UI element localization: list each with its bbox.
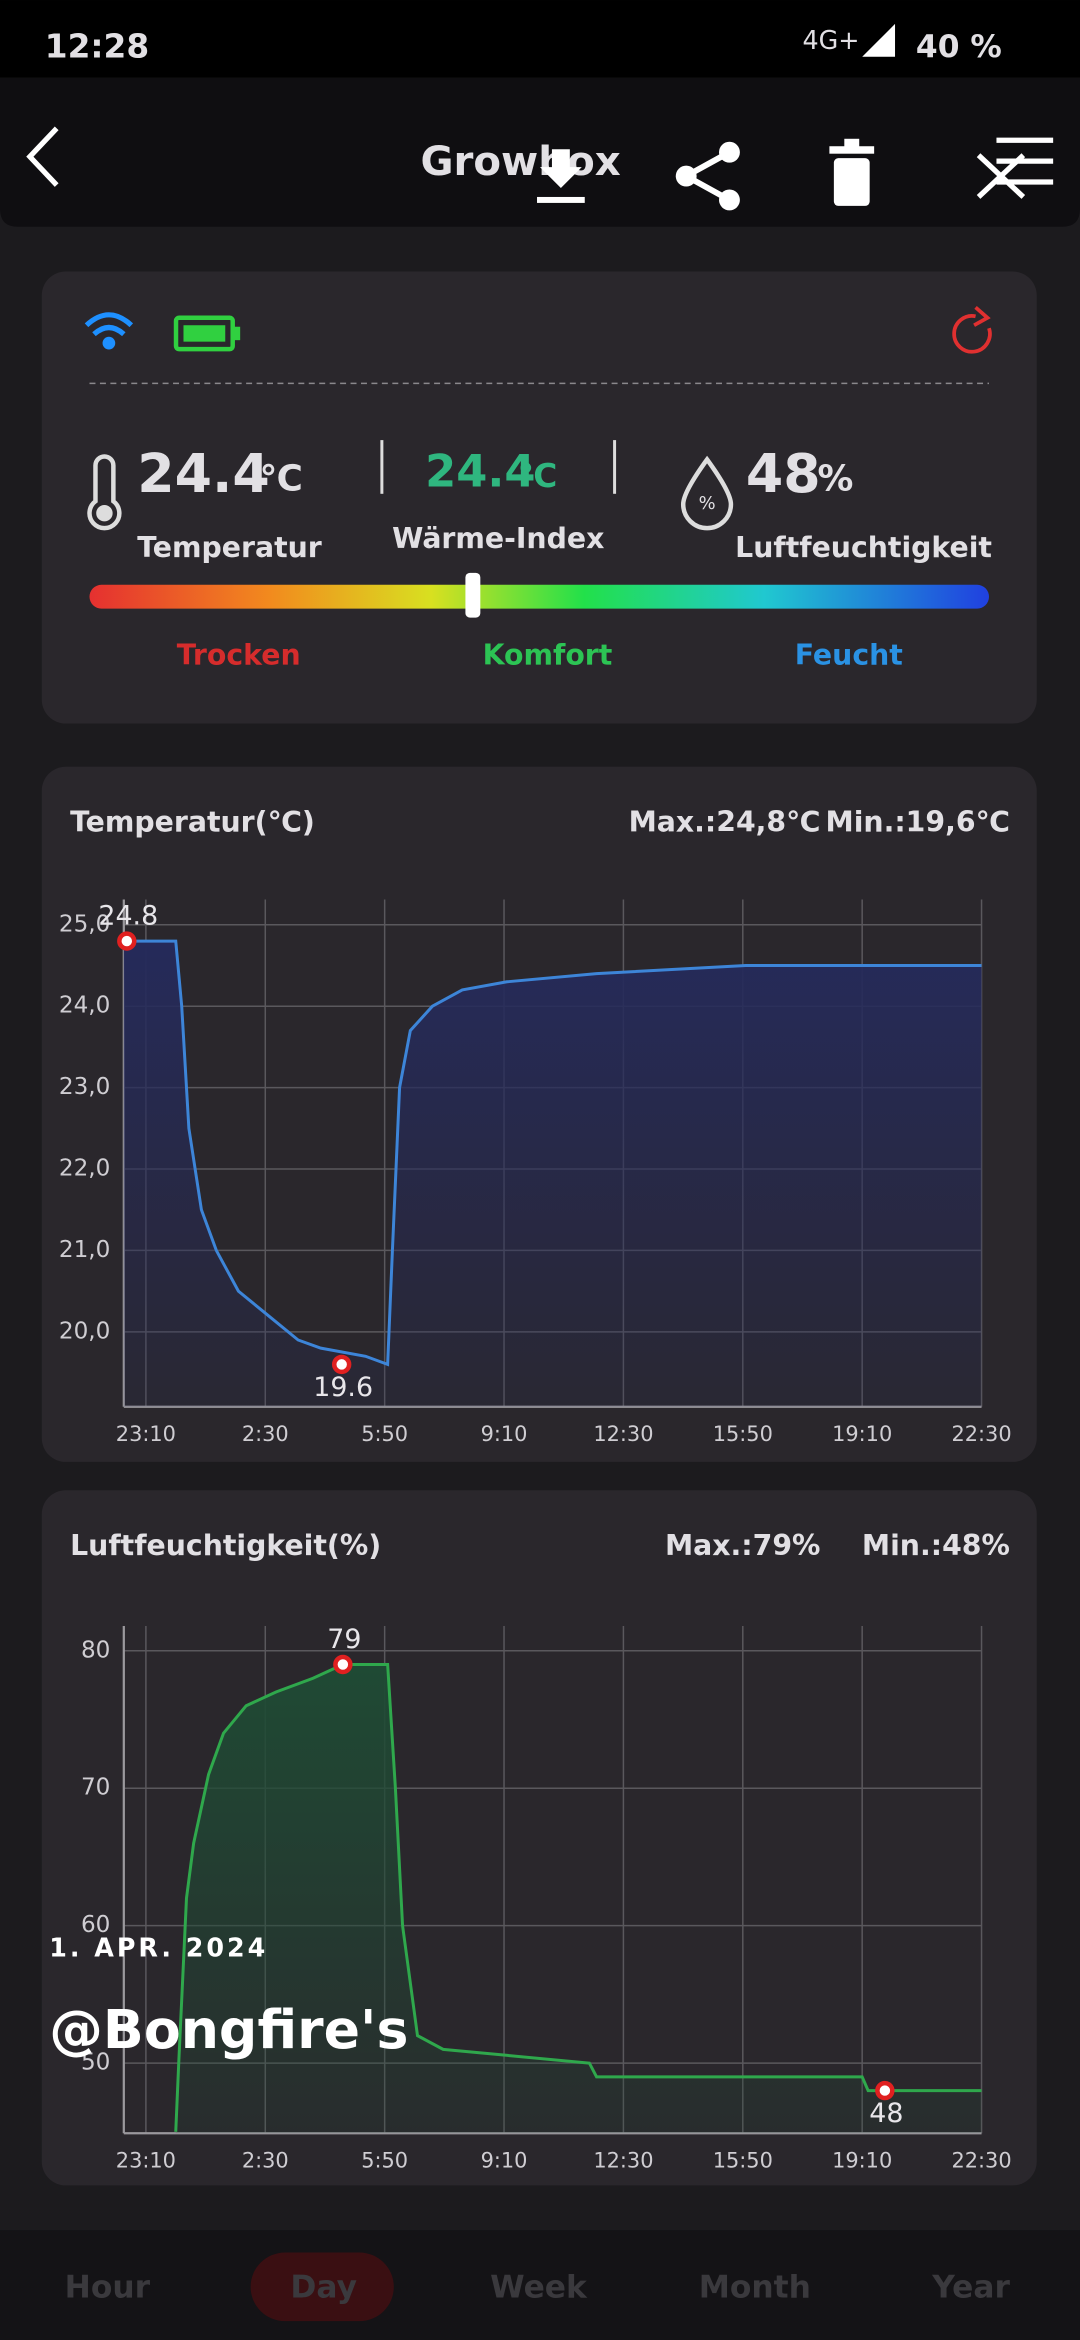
tab[interactable]: Day	[290, 2269, 357, 2305]
area	[175, 1664, 982, 2134]
delete-button[interactable]	[829, 138, 875, 206]
line	[174, 1663, 982, 2132]
y-tick-label: 60	[81, 1912, 110, 1938]
min-label: Min.:48%	[862, 1529, 1010, 1562]
scale-label: Komfort	[483, 638, 613, 671]
x-tick-label: 23:10	[116, 1422, 176, 1446]
wifi-icon	[84, 312, 134, 350]
battery: 40 %	[916, 29, 1002, 65]
scale-label: Trocken	[177, 638, 301, 671]
x-tick-label: 23:10	[116, 2149, 176, 2173]
x-tick-label: 12:30	[593, 1422, 653, 1446]
x-tick-label: 5:50	[361, 2149, 408, 2173]
battery-icon	[173, 315, 241, 352]
clock: 12:28	[45, 27, 149, 65]
back-button[interactable]	[26, 126, 59, 187]
x-tick-label: 5:50	[361, 1422, 408, 1446]
x-tick-label: 22:30	[951, 1422, 1011, 1446]
y-tick-label: 20,0	[59, 1318, 110, 1344]
extreme-label: 19.6	[313, 1372, 373, 1403]
tab[interactable]: Hour	[65, 2269, 151, 2305]
download-button[interactable]	[537, 149, 585, 203]
y-tick-label: 23,0	[59, 1074, 110, 1100]
tab-highlight	[250, 2252, 394, 2322]
extreme-marker	[875, 2080, 895, 2101]
watermark: @Bongfire's	[49, 1998, 408, 2061]
y-tick-label: 25,0	[59, 911, 110, 937]
tab-bar	[0, 2230, 1080, 2340]
heat-index-unit: ℃	[518, 457, 558, 495]
temperature-label: Temperatur	[137, 531, 322, 564]
extreme-marker	[117, 931, 137, 951]
line	[123, 939, 982, 1367]
date-overlay: 1. APR. 2024	[49, 1933, 268, 1963]
thermometer-icon	[87, 454, 122, 531]
chart-title: Temperatur(℃)	[70, 805, 315, 838]
temperature-value: 24.4	[137, 442, 269, 505]
device-name[interactable]: Growbox	[420, 139, 620, 185]
comfort-slider	[465, 572, 481, 618]
x-tick-label: 2:30	[242, 1422, 289, 1446]
extreme-label: 48	[869, 2098, 903, 2129]
tabs: Hour Day Week Month Year	[65, 2269, 1011, 2305]
y-tick-label: 70	[81, 1775, 110, 1801]
app-bar	[0, 77, 1080, 227]
y-tick-label: 50	[81, 2050, 110, 2076]
sensor-card	[41, 271, 1037, 724]
share-button[interactable]	[675, 141, 740, 211]
min-label: Min.:19,6℃	[826, 805, 1010, 838]
chart-title: Luftfeuchtigkeit(%)	[70, 1529, 381, 1562]
status-bar	[0, 0, 1080, 78]
humidity-value: 48	[746, 442, 821, 505]
extreme-label: 79	[327, 1624, 361, 1655]
humidity-icon: %	[680, 455, 734, 531]
y-tick-label: 24,0	[59, 993, 110, 1019]
heat-index-value: 24.4	[425, 444, 535, 497]
x-tick-label: 19:10	[832, 2149, 892, 2173]
x-tick-label: 15:50	[713, 2149, 773, 2173]
tab[interactable]: Week	[490, 2269, 588, 2305]
max-label: Max.:79%	[665, 1529, 820, 1562]
tab[interactable]: Month	[699, 2269, 811, 2305]
y-tick-label: 22,0	[59, 1156, 110, 1182]
menu-button[interactable]	[976, 137, 1054, 199]
max-label: Max.:24,8℃	[629, 805, 821, 838]
comfort-bar	[89, 584, 990, 609]
signal-icon	[862, 23, 896, 57]
heat-index-label: Wärme-Index	[392, 522, 604, 555]
y-tick-label: 21,0	[59, 1237, 110, 1263]
x-tick-label: 12:30	[593, 2149, 653, 2173]
charts: Temperatur(℃) Max.:24,8℃ Min.:19,6℃ 20,0 21,…	[59, 805, 1012, 2172]
tab[interactable]: Year	[931, 2269, 1010, 2305]
extreme-label: 24.8	[98, 901, 158, 932]
area	[123, 941, 982, 1407]
svg-text:%: %	[699, 493, 716, 514]
humidity-unit: %	[817, 458, 853, 499]
refresh-button[interactable]	[952, 305, 992, 354]
x-tick-label: 2:30	[242, 2149, 289, 2173]
x-tick-label: 9:10	[481, 2149, 528, 2173]
temperature-unit: ℃	[260, 458, 303, 499]
y-tick-label: 80	[81, 1637, 110, 1663]
scale-label: Feucht	[795, 638, 903, 671]
x-tick-label: 9:10	[481, 1422, 528, 1446]
network: 4G+	[803, 25, 860, 55]
x-tick-label: 22:30	[951, 2149, 1011, 2173]
extreme-marker	[331, 1354, 352, 1375]
x-tick-label: 19:10	[832, 1422, 892, 1446]
x-tick-label: 15:50	[713, 1422, 773, 1446]
humidity-label: Luftfeuchtigkeit	[735, 531, 992, 564]
extreme-marker	[333, 1654, 353, 1675]
